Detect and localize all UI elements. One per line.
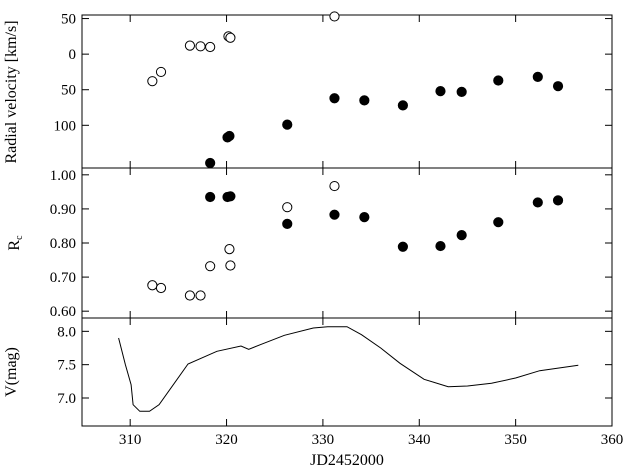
x-tick-label: 340 [408, 432, 431, 448]
x-axis-label: JD2452000 [310, 452, 384, 469]
panel-frame-v-magnitude [81, 317, 613, 427]
data-marks [118, 11, 579, 412]
panel-frame-color-index [81, 167, 613, 319]
filled-point-color-index [435, 240, 446, 252]
filled-point-color-index [397, 241, 408, 252]
x-tick-label: 320 [215, 432, 238, 448]
y-axis-label-color-index: Rc [6, 235, 25, 251]
y-tick-label-v-magnitude: 8.0 [57, 324, 76, 340]
x-tick-label: 310 [119, 432, 142, 448]
filled-point-color-index [532, 197, 543, 208]
filled-point-radial-velocity [532, 71, 543, 83]
filled-point-color-index [329, 209, 340, 220]
filled-point-radial-velocity [552, 81, 564, 92]
open-point-color-index [282, 202, 293, 213]
light-curve-line [118, 326, 579, 412]
y-tick-label-color-index: 0.90 [50, 202, 76, 218]
open-point-color-index [184, 290, 196, 301]
filled-point-color-index [552, 195, 564, 206]
open-point-radial-velocity [205, 41, 216, 53]
open-point-color-index [224, 244, 235, 255]
filled-point-color-index [456, 230, 467, 241]
open-point-radial-velocity [195, 41, 206, 52]
panel-frame-radial-velocity [81, 14, 613, 169]
open-point-radial-velocity [155, 66, 167, 78]
y-tick-label-color-index: 1.00 [50, 168, 76, 184]
open-point-radial-velocity [184, 40, 196, 51]
filled-point-radial-velocity [397, 100, 408, 111]
axis-ticks: 310 320 330 340 350 360 50 0 50 100 0.60 0.70 0.80 0.… [50, 12, 624, 448]
y-axis-label-radial-velocity: Radial velocity [km/s] [3, 20, 20, 163]
filled-point-color-index [359, 211, 370, 223]
filled-point-radial-velocity [359, 95, 370, 106]
filled-point-radial-velocity [493, 75, 504, 86]
filled-point-color-index [225, 191, 236, 202]
open-point-color-index [195, 290, 206, 301]
y-axis-label-v-magnitude: V(mag) [3, 347, 20, 397]
x-tick-label: 330 [312, 432, 335, 448]
x-tick-label: 360 [601, 432, 624, 448]
open-point-color-index [205, 261, 216, 272]
filled-point-radial-velocity [282, 119, 293, 130]
y-tick-label-color-index: 0.70 [50, 270, 76, 286]
filled-point-color-index [205, 191, 216, 203]
y-tick-label-radial-velocity: 50 [61, 83, 76, 99]
open-point-radial-velocity [147, 76, 158, 87]
open-point-color-index [155, 282, 167, 294]
filled-point-radial-velocity [456, 86, 467, 97]
filled-point-radial-velocity [224, 130, 235, 142]
filled-point-color-index [493, 217, 504, 228]
filled-point-color-index [282, 218, 293, 230]
y-tick-label-v-magnitude: 7.5 [57, 358, 76, 374]
y-tick-label-radial-velocity: 0 [69, 47, 77, 63]
y-tick-label-color-index: 0.80 [50, 236, 76, 252]
filled-point-radial-velocity [435, 86, 446, 97]
filled-point-radial-velocity [329, 93, 340, 104]
y-tick-label-color-index: 0.60 [50, 304, 76, 320]
open-point-color-index [147, 280, 158, 291]
open-point-radial-velocity [225, 32, 236, 43]
x-tick-label: 350 [504, 432, 527, 448]
open-point-color-index [225, 260, 236, 271]
filled-point-radial-velocity [205, 157, 216, 169]
y-tick-label-radial-velocity: 100 [54, 118, 77, 134]
open-point-color-index [329, 180, 340, 192]
open-point-radial-velocity [329, 11, 340, 22]
y-tick-label-radial-velocity: 50 [61, 12, 76, 28]
y-tick-label-v-magnitude: 7.0 [57, 391, 76, 407]
